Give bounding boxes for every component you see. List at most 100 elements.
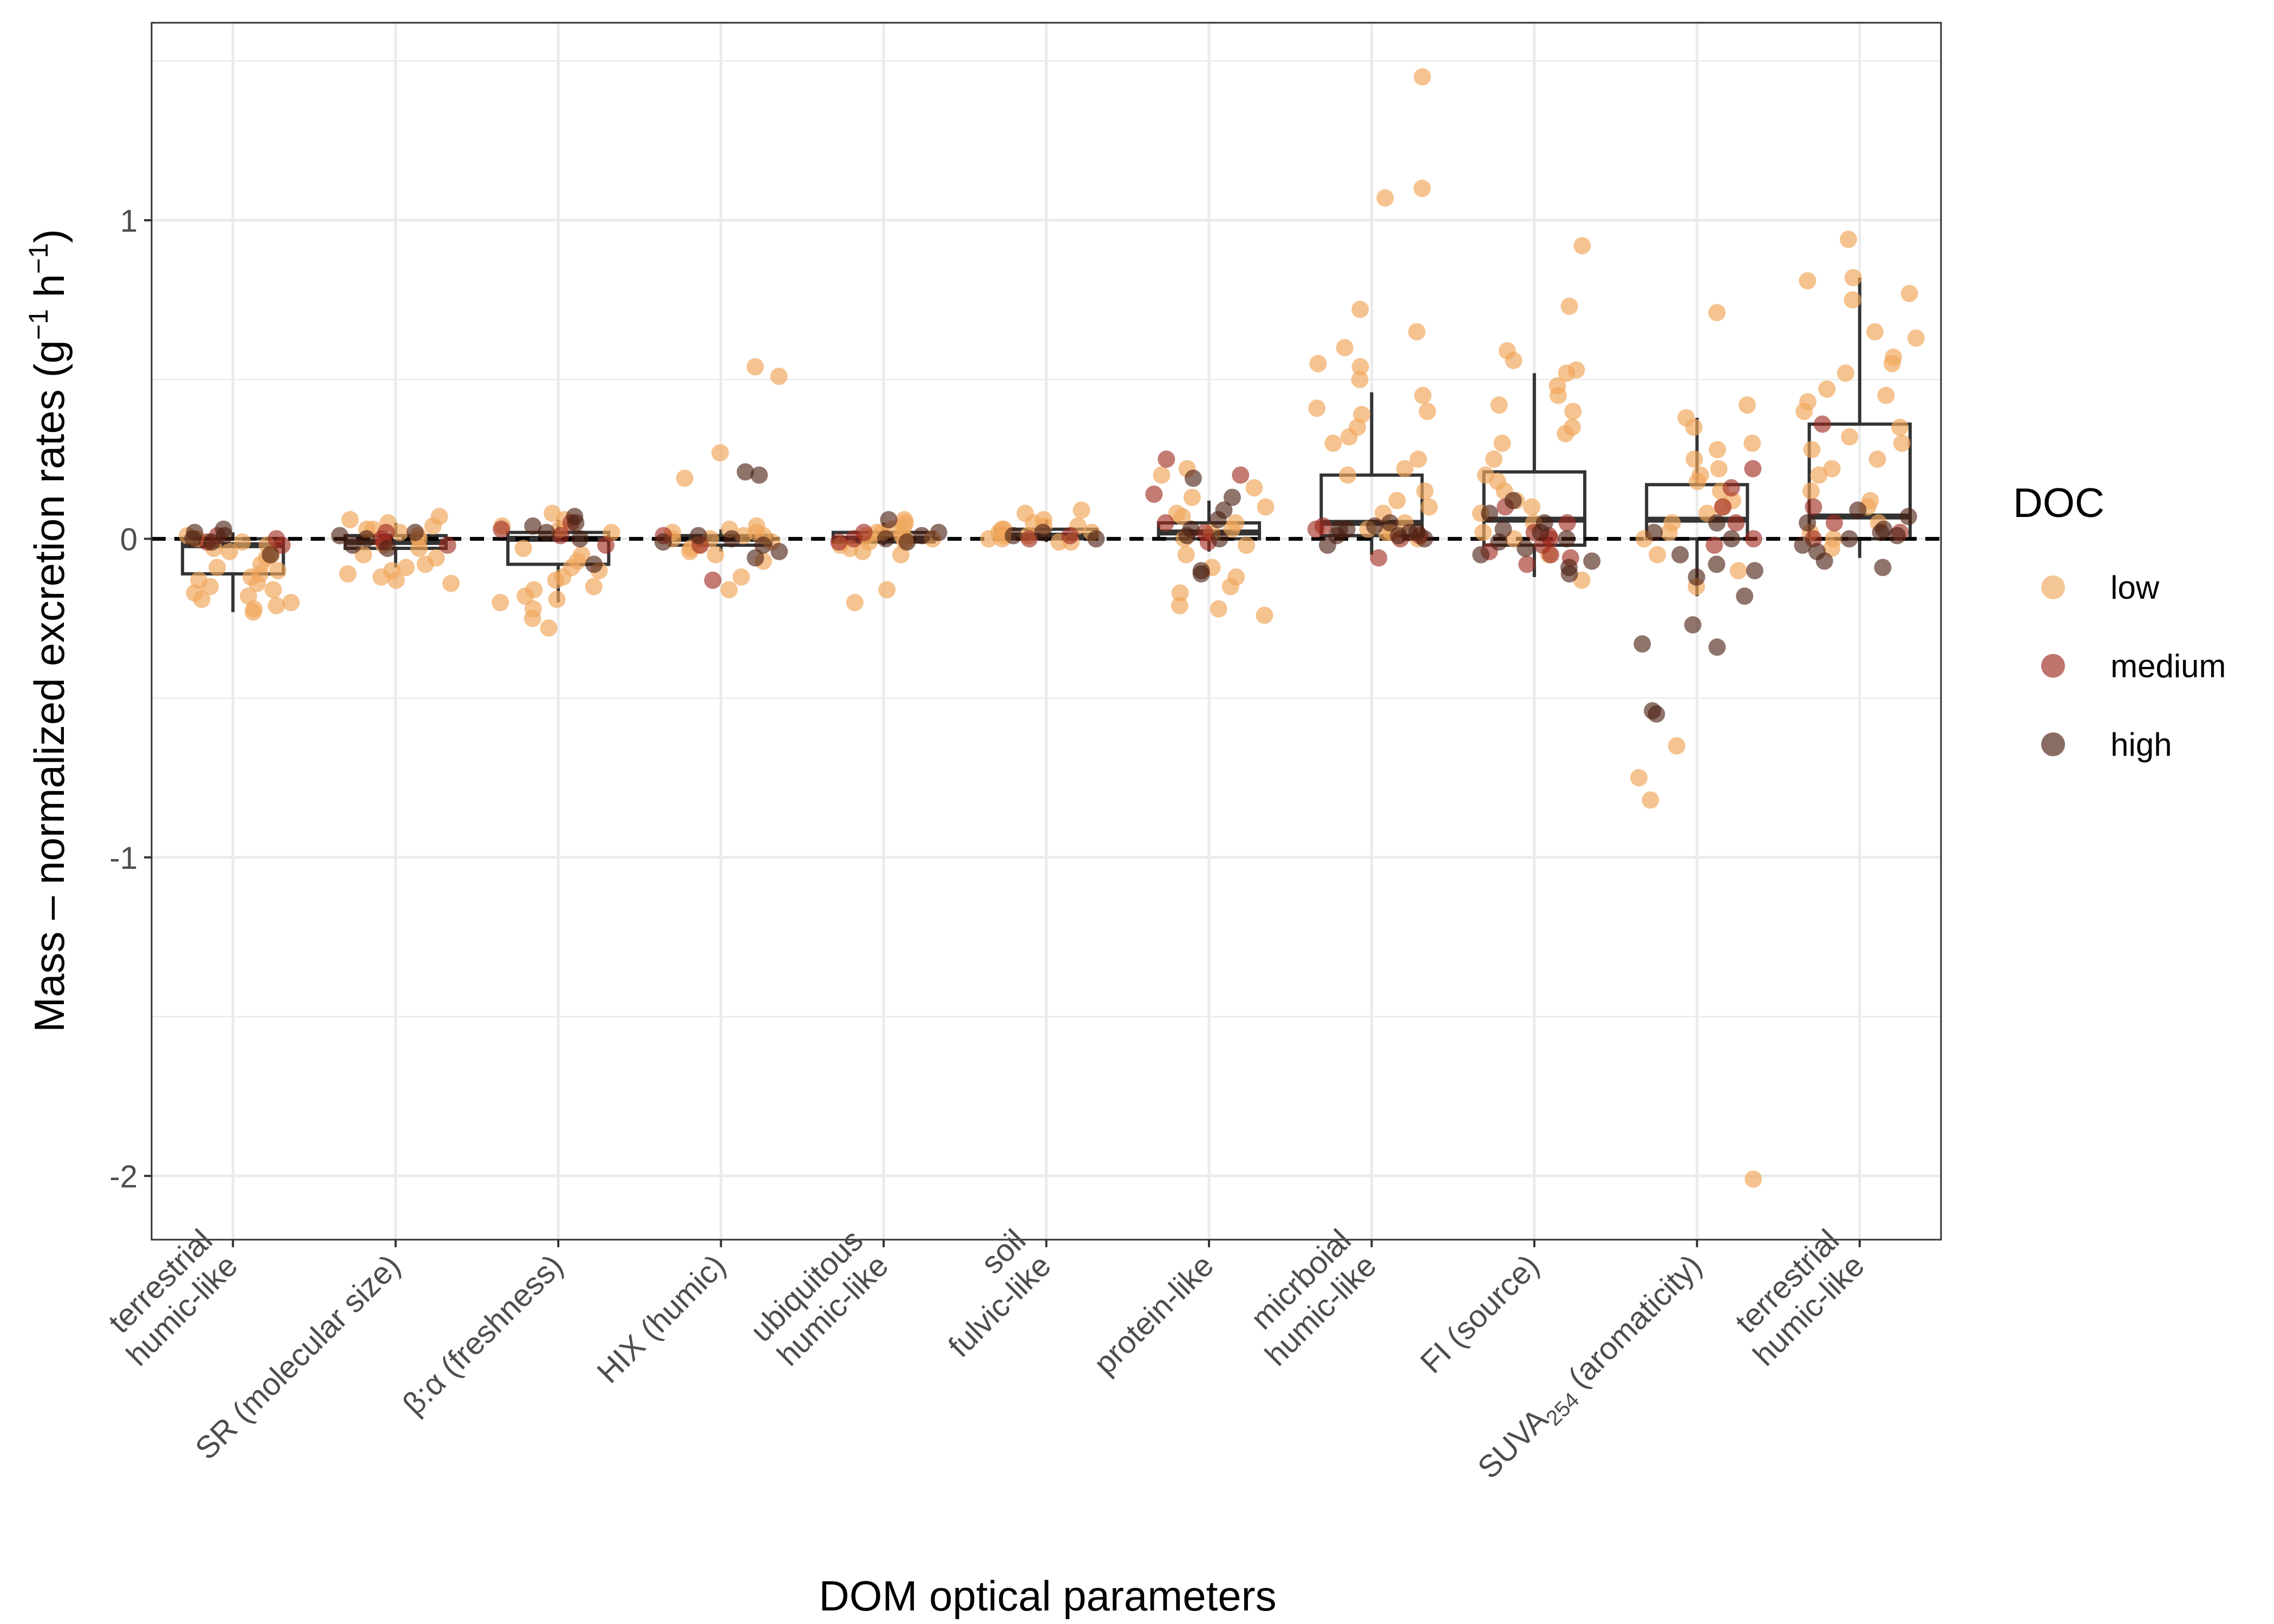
point-low [1396,460,1414,477]
point-low [1340,428,1358,446]
point-high [1209,511,1227,529]
point-medium [1727,514,1745,532]
point-high [1532,523,1550,541]
point-low [1177,546,1195,564]
point-low [383,562,401,580]
y-axis-title: Mass – normalized excretion rates (g−1 h… [23,229,73,1032]
point-high [736,463,754,481]
point-low [1710,460,1728,477]
point-low [1414,387,1432,404]
point-high [1390,527,1408,545]
legend-label-low: low [2110,569,2160,606]
point-low [1308,400,1326,417]
point-medium [1370,549,1388,567]
point-low [1351,300,1369,318]
point-low [1802,482,1820,500]
point-low [896,511,913,529]
point-low [244,603,262,621]
y-tick-label: -2 [109,1159,138,1194]
point-low [1660,523,1678,541]
point-low [1416,482,1434,500]
point-medium [1706,536,1723,554]
point-medium [1714,498,1732,516]
point-low [544,505,561,522]
point-low [1668,737,1685,755]
y-tick-label: 1 [120,204,138,239]
point-high [1481,505,1499,522]
point-layer [179,68,1925,1188]
point-low [1708,304,1726,322]
point-low [1409,450,1427,468]
point-low [1823,539,1841,557]
point-low [1413,180,1431,198]
point-high [1648,705,1665,723]
point-high [930,523,948,541]
point-high [1840,530,1858,548]
point-high [1087,530,1105,548]
point-low [1560,297,1578,315]
plot-panel [151,22,1942,1241]
point-medium [552,527,570,545]
point-low [1564,402,1582,420]
point-medium [267,530,285,548]
point-medium [493,520,511,538]
point-low [1245,479,1263,497]
point-high [1408,523,1426,541]
point-high [1799,514,1816,532]
point-high [1004,527,1022,545]
point-low [1408,323,1426,340]
point-low [193,591,211,608]
point-low [1210,600,1227,618]
point-low [339,565,357,583]
point-low [676,469,694,487]
point-high [1192,562,1210,580]
point-high [567,514,585,532]
y-tick-label: -1 [109,841,138,876]
point-medium [704,571,722,589]
point-low [1339,466,1357,484]
legend-key-medium [2041,654,2065,678]
point-low [1173,508,1191,526]
point-medium [377,523,395,541]
point-low [770,368,788,385]
legend-key-high [2041,732,2065,756]
point-low [1868,450,1886,468]
point-low [1557,425,1574,443]
point-high [1708,514,1726,532]
point-high [358,530,376,548]
point-low [267,597,285,614]
point-medium [1813,415,1831,433]
point-low [208,559,226,577]
point-low [1351,371,1369,389]
point-medium [830,533,848,551]
point-high [747,549,764,567]
point-low [1729,562,1747,580]
point-high [1490,533,1508,551]
point-high [585,555,603,573]
point-low [1900,285,1918,303]
point-low [442,574,460,592]
point-high [184,530,202,548]
point-high [723,530,741,548]
point-low [264,581,282,599]
point-high [1671,546,1689,564]
point-high [1899,508,1917,526]
point-high [1223,488,1241,506]
point-low [1891,418,1909,436]
point-low [1351,358,1369,376]
point-high [1583,552,1601,570]
point-low [492,594,509,612]
x-axis-title: DOM optical parameters [819,1572,1276,1620]
point-high [1633,635,1651,653]
point-low [1309,355,1327,372]
point-medium [1518,555,1536,573]
point-high [406,523,424,541]
y-tick-label: 0 [120,522,138,557]
point-high [571,530,589,548]
point-medium [1825,514,1843,532]
point-high [538,523,556,541]
point-low [1844,269,1862,286]
point-low [1810,466,1828,484]
point-low [1414,68,1432,86]
